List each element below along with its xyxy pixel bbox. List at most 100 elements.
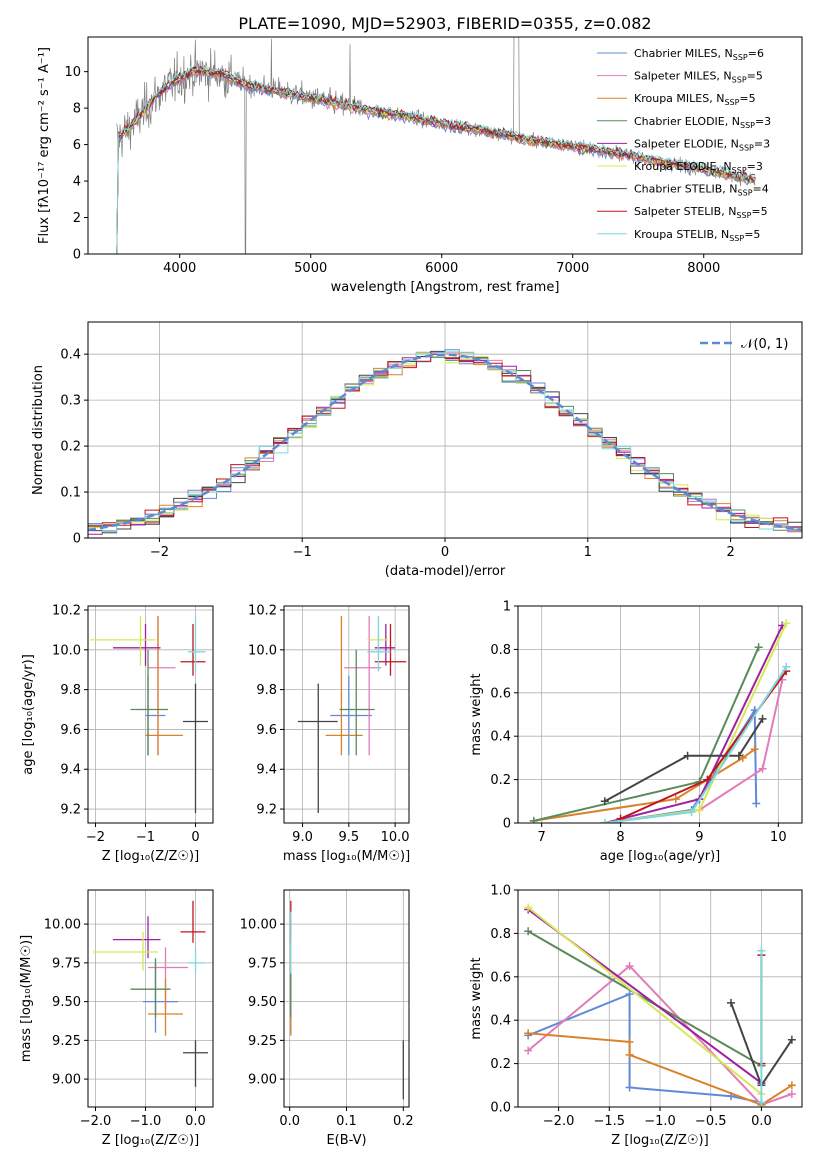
y-tick-label: 9.6 bbox=[256, 723, 277, 738]
weight-series-line bbox=[620, 670, 788, 820]
axes-frame bbox=[517, 889, 803, 1108]
age_vs_Z-plot-area bbox=[90, 615, 208, 814]
weight-series-line bbox=[533, 646, 760, 822]
x-axis-label: Z [log₁₀(Z/Z☉)] bbox=[611, 1133, 708, 1148]
x-tick-label: −1 bbox=[293, 545, 312, 560]
x-tick-label: 10 bbox=[770, 830, 787, 845]
y-axis-label: mass [log₁₀(M/M☉)] bbox=[19, 935, 34, 1062]
legend-label: Kroupa STELIB, NSSP=5 bbox=[634, 228, 760, 243]
weight-marker bbox=[782, 662, 791, 671]
y-tick-label: 0.3 bbox=[60, 394, 81, 409]
x-tick-label: 0.0 bbox=[185, 1114, 206, 1129]
x-tick-label: 8 bbox=[616, 830, 624, 845]
axes-frame bbox=[517, 605, 803, 824]
x-axis-label: Z [log₁₀(Z/Z☉)] bbox=[102, 1133, 199, 1148]
y-axis-label: Flux [fλ10⁻¹⁷ erg cm⁻² s⁻¹ A⁻¹] bbox=[37, 47, 52, 244]
axes-frame bbox=[283, 605, 410, 824]
x-tick-label: 6000 bbox=[425, 261, 458, 276]
y-tick-label: 9.00 bbox=[248, 1073, 277, 1088]
y-axis-label: mass weight bbox=[469, 957, 484, 1039]
y-tick-label: 9.2 bbox=[256, 803, 277, 818]
errorbar-point bbox=[148, 947, 188, 1010]
errorbar-point bbox=[148, 978, 183, 1036]
y-tick-label: 0.8 bbox=[490, 927, 511, 942]
weight-marker bbox=[754, 643, 763, 652]
spectrum-plot-area bbox=[116, 37, 757, 254]
y-tick-label: 0.4 bbox=[60, 348, 81, 363]
legend-label: Kroupa ELODIE, NSSP=3 bbox=[634, 160, 763, 175]
legend-label: Salpeter STELIB, NSSP=5 bbox=[634, 205, 768, 220]
weight-marker bbox=[782, 619, 791, 628]
errorbar-point bbox=[130, 649, 168, 756]
y-tick-label: 9.6 bbox=[60, 723, 81, 738]
x-tick-label: 8000 bbox=[687, 261, 720, 276]
weight-marker bbox=[752, 799, 761, 808]
errorbar-point bbox=[344, 615, 382, 756]
x-tick-label: 2 bbox=[726, 545, 734, 560]
y-tick-label: 9.75 bbox=[248, 956, 277, 971]
weight-marker bbox=[687, 808, 696, 817]
x-tick-label: 0.2 bbox=[393, 1114, 414, 1129]
y-tick-label: 0.6 bbox=[490, 970, 511, 985]
weight-marker bbox=[671, 795, 680, 804]
weight-marker bbox=[787, 1089, 796, 1098]
y-tick-label: 0 bbox=[73, 532, 81, 547]
residuals-plot-area bbox=[88, 349, 802, 535]
x-tick-label: −1.0 bbox=[130, 1114, 162, 1129]
y-tick-label: 9.00 bbox=[52, 1073, 81, 1088]
x-axis-label: mass [log₁₀(M/M☉)] bbox=[283, 849, 410, 864]
errorbar-point bbox=[183, 1040, 208, 1087]
axes-frame bbox=[283, 889, 410, 1108]
chart-title: PLATE=1090, MJD=52903, FIBERID=0355, z=0… bbox=[238, 14, 651, 33]
y-tick-label: 10.00 bbox=[240, 918, 277, 933]
axes-frame bbox=[87, 889, 214, 1108]
x-tick-label: −2 bbox=[86, 830, 105, 845]
y-tick-label: 9.50 bbox=[52, 995, 81, 1010]
legend-label: Salpeter MILES, NSSP=5 bbox=[634, 70, 763, 85]
y-tick-label: 1.0 bbox=[490, 884, 511, 899]
y-tick-label: 2 bbox=[73, 211, 81, 226]
y-tick-label: 0.1 bbox=[60, 486, 81, 501]
y-tick-label: 1 bbox=[503, 600, 511, 615]
legend-label: Kroupa MILES, NSSP=5 bbox=[634, 92, 756, 107]
legend-label: Chabrier MILES, NSSP=6 bbox=[634, 47, 764, 62]
y-tick-label: 0.2 bbox=[490, 1057, 511, 1072]
weight-series-line bbox=[527, 964, 793, 1106]
weight-marker bbox=[524, 927, 533, 936]
weight-marker bbox=[524, 1029, 533, 1038]
errorbar-point bbox=[180, 623, 206, 676]
errorbar-point bbox=[325, 615, 363, 756]
y-tick-label: 9.75 bbox=[52, 956, 81, 971]
errorbar-point bbox=[113, 623, 161, 666]
weight-marker bbox=[600, 819, 609, 823]
y-tick-label: 10.2 bbox=[248, 603, 277, 618]
y-tick-label: 10.2 bbox=[52, 603, 81, 618]
x-tick-label: 9 bbox=[695, 830, 703, 845]
errorbar-point bbox=[330, 675, 372, 756]
errorbar-point bbox=[90, 615, 156, 666]
y-tick-label: 9.4 bbox=[256, 763, 277, 778]
y-tick-label: 0.4 bbox=[490, 1014, 511, 1029]
y-axis-label: Normed distribution bbox=[31, 365, 46, 495]
weight-marker bbox=[524, 903, 533, 912]
x-tick-label: −1.0 bbox=[644, 1114, 676, 1129]
y-tick-label: 0.4 bbox=[490, 730, 511, 745]
mass_vs_ebv-panel: 0.0 0.1 0.2 9.00 9.25 9.50 9.75 10.00 E(B-V) bbox=[240, 889, 414, 1148]
errorbar-point bbox=[374, 623, 407, 676]
weight-marker bbox=[734, 751, 743, 760]
x-axis-label: age [log₁₀(age/yr)] bbox=[600, 849, 721, 864]
weight-marker bbox=[787, 1035, 796, 1044]
y-tick-label: 9.8 bbox=[256, 683, 277, 698]
x-tick-label: 7000 bbox=[556, 261, 589, 276]
weight-marker bbox=[625, 961, 634, 970]
age_vs_mass-plot-area bbox=[297, 615, 407, 814]
weight_vs_age-panel: 7 8 9 10 0 0.2 0.4 0.6 0.8 1 age [log₁₀(age/yr)] ma… bbox=[469, 600, 803, 864]
weight-marker bbox=[625, 1083, 634, 1092]
y-tick-label: 10.00 bbox=[44, 918, 81, 933]
model-spectrum-line bbox=[116, 65, 756, 254]
weight-marker bbox=[695, 805, 704, 814]
errorbar-point bbox=[130, 958, 171, 1018]
errorbar-point bbox=[297, 683, 338, 814]
weight-marker bbox=[625, 1037, 634, 1046]
errorbar-point bbox=[188, 947, 206, 974]
